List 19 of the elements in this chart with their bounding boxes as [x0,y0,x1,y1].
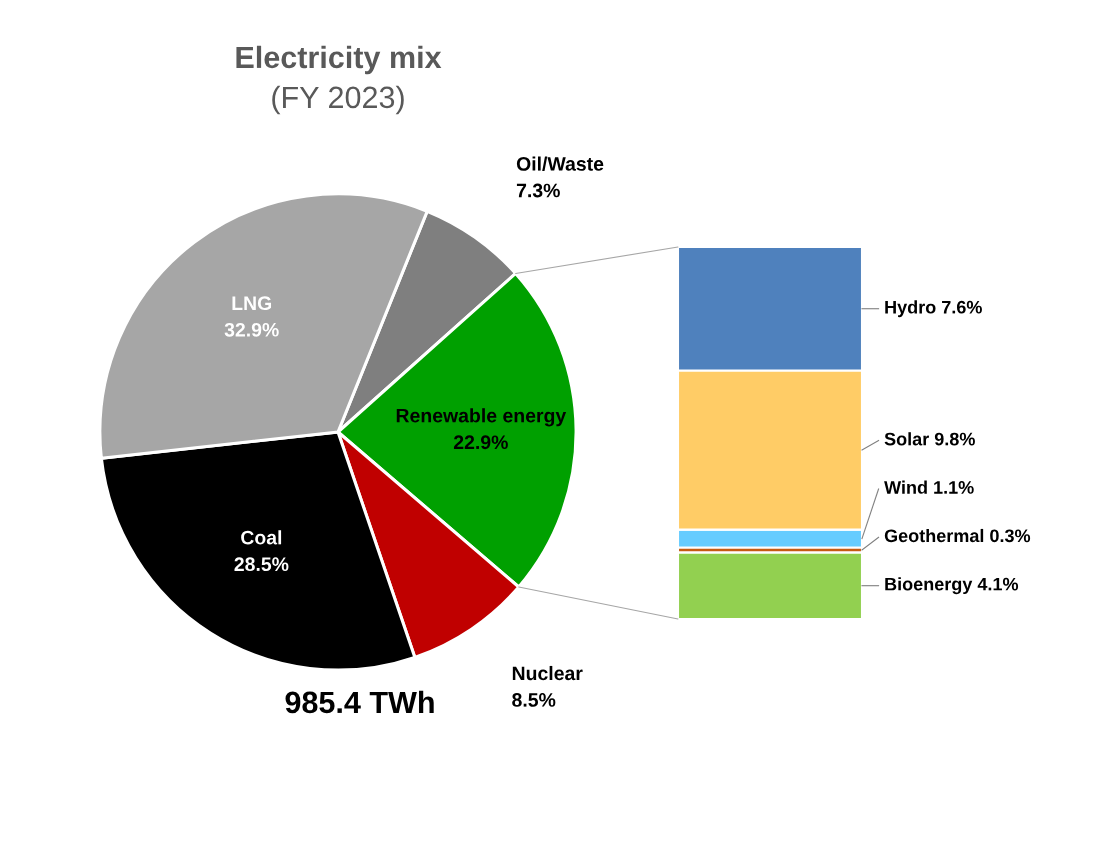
slice-label: Renewable energy [396,408,567,427]
slice-label: Nuclear [512,665,583,681]
data-label: Bioenergy 4.1% [885,577,1019,595]
data-label: 7.3% [516,183,560,198]
data-label: 28.5% [234,557,289,572]
slice-label: Coal [241,530,282,545]
data-label: Wind 1.1% [884,480,974,494]
data-label: Geothermal 0.3% [884,528,1031,543]
text: 985.4 TWh [285,690,434,714]
chart-title: Electricity mix [236,45,442,75]
data-label: Hydro 7.6% [885,300,982,318]
chart-subtitle: (FY 2023) [272,85,404,115]
slice-label: Oil/Waste [516,156,604,171]
slice-label: LNG [232,296,272,311]
data-label: 32.9% [224,322,279,337]
data-label: 22.9% [453,435,508,450]
data-label: Solar 9.8% [884,432,975,446]
bar [678,551,862,619]
data-label: 8.5% [512,693,556,707]
